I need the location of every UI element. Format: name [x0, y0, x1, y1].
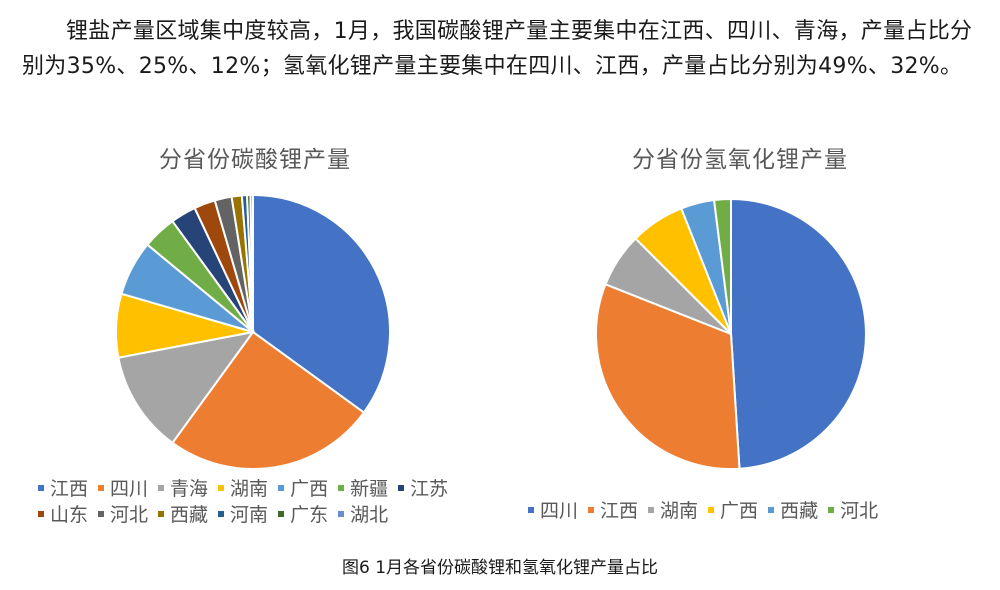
legend-label: 广东: [290, 504, 329, 526]
legend-label: 河北: [110, 504, 149, 526]
legend-item: 河北: [828, 498, 878, 524]
legend-item: 广西: [278, 476, 328, 502]
chart-title: 分省份氢氧化锂产量: [632, 147, 848, 173]
legend-label: 山东: [50, 504, 89, 526]
legend-swatch: [158, 510, 165, 517]
legend-swatch: [768, 506, 775, 513]
legend-item: 西藏: [158, 502, 208, 528]
legend-swatch: [398, 484, 405, 491]
legend-swatch: [98, 484, 105, 491]
legend-item: 江西: [38, 476, 88, 502]
legend-item: 四川: [528, 498, 578, 524]
legend-item: 新疆: [338, 476, 388, 502]
legend-item: 湖北: [338, 502, 388, 528]
legend-carbonate: 江西 四川 青海 湖南 广西 新疆 江苏山东 河北 西藏 河南 广东 湖北: [38, 476, 498, 528]
legend-label: 河北: [840, 500, 879, 522]
legend-swatch: [38, 510, 44, 517]
legend-label: 江西: [50, 478, 89, 500]
pie-slice-湖北: [249, 193, 254, 333]
legend-label: 湖南: [660, 500, 699, 522]
pie-slice-四川: [730, 197, 867, 470]
pie-slice-河北: [712, 197, 732, 335]
legend-item: 广西: [708, 498, 758, 524]
pie-slice-江西: [595, 283, 741, 470]
legend-swatch: [528, 506, 534, 513]
legend-label: 广西: [720, 500, 759, 522]
legend-swatch: [648, 506, 655, 513]
legend-label: 西藏: [170, 504, 209, 526]
legend-item: 西藏: [768, 498, 818, 524]
legend-swatch: [218, 484, 225, 491]
legend-item: 湖南: [648, 498, 698, 524]
lithium-carbonate-chart: 分省份碳酸锂产量 江西 四川 青海 湖南 广西 新疆 江苏山东 河北 西藏 河南 广东 湖北: [20, 130, 490, 540]
figure-caption: 图6 1月各省份碳酸锂和氢氧化锂产量占比: [341, 558, 659, 578]
pie-slice-青海: [117, 330, 256, 445]
legend-label: 江苏: [410, 478, 449, 500]
legend-label: 河南: [230, 504, 269, 526]
pie-chart-hydroxide: [595, 197, 867, 470]
legend-item: 河北: [98, 502, 148, 528]
legend-swatch: [338, 484, 345, 491]
legend-label: 湖南: [230, 478, 269, 500]
legend-swatch: [158, 484, 165, 491]
legend-item: 河南: [218, 502, 268, 528]
legend-item: 江西: [588, 498, 638, 524]
legend-swatch: [588, 506, 595, 513]
legend-item: 广东: [278, 502, 328, 528]
legend-swatch: [338, 510, 345, 517]
legend-swatch: [278, 484, 285, 491]
legend-swatch: [38, 484, 44, 491]
legend-swatch: [218, 510, 225, 517]
legend-swatch: [278, 510, 285, 517]
legend-label: 四川: [540, 500, 579, 522]
pie-slice-四川: [171, 330, 366, 470]
legend-item: 山东: [38, 502, 88, 528]
legend-hydroxide: 四川 江西 湖南 广西 西藏 河北: [528, 498, 968, 524]
pie-slice-江西: [252, 193, 391, 414]
legend-label: 广西: [290, 478, 329, 500]
chart-title: 分省份碳酸锂产量: [159, 147, 351, 173]
intro-paragraph: 锂盐产量区域集中度较高，1月，我国碳酸锂产量主要集中在江西、四川、青海，产量占比…: [22, 19, 973, 79]
lithium-hydroxide-chart: 分省份氢氧化锂产量 四川 江西 湖南 广西 西藏 河北: [500, 130, 980, 540]
legend-label: 新疆: [350, 478, 389, 500]
legend-item: 四川: [98, 476, 148, 502]
pie-chart-carbonate: [115, 193, 391, 470]
legend-label: 四川: [110, 478, 149, 500]
legend-item: 青海: [158, 476, 208, 502]
legend-item: 江苏: [398, 476, 448, 502]
legend-swatch: [828, 506, 835, 513]
legend-label: 湖北: [350, 504, 389, 526]
legend-label: 青海: [170, 478, 209, 500]
legend-label: 江西: [600, 500, 639, 522]
legend-swatch: [98, 510, 105, 517]
legend-label: 西藏: [780, 500, 819, 522]
legend-swatch: [708, 506, 715, 513]
legend-item: 湖南: [218, 476, 268, 502]
